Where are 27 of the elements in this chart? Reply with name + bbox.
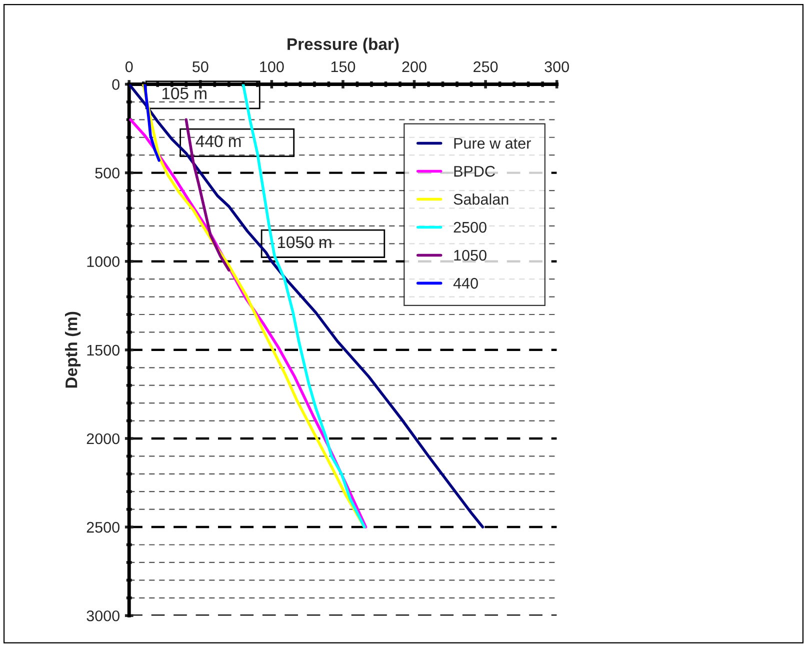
legend-label: 1050 xyxy=(454,250,486,261)
y-tick-label: 2000 xyxy=(86,433,120,444)
y-tick-label: 1000 xyxy=(87,256,120,268)
y-tick-label: 2500 xyxy=(86,522,120,533)
x-tick-label: 0 xyxy=(125,61,133,72)
x-tick-label: 250 xyxy=(474,61,498,72)
y-tick-label: 1500 xyxy=(87,344,120,356)
x-tick-label: 200 xyxy=(402,61,426,72)
x-tick-label: 300 xyxy=(544,61,569,72)
legend-label: Sabalan xyxy=(454,193,508,205)
x-tick-label: 150 xyxy=(331,61,356,72)
y-tick-label: 0 xyxy=(112,79,120,90)
x-tick-label: 50 xyxy=(192,61,208,72)
x-axis-title: Pressure (bar) xyxy=(288,38,399,54)
annotation: 105 m xyxy=(162,88,206,100)
annotation: 440 m xyxy=(196,135,241,148)
line-series xyxy=(242,84,366,528)
y-tick-label: 500 xyxy=(95,168,120,178)
y-tick-label: 3000 xyxy=(86,610,120,622)
legend-label: BPDC xyxy=(454,166,495,177)
line-series xyxy=(184,118,230,272)
y-axis-title: Depth (m) xyxy=(65,312,81,388)
legend-label: 2500 xyxy=(454,222,486,233)
legend-label: 440 xyxy=(453,278,478,289)
x-tick-label: 100 xyxy=(260,61,284,72)
line-series xyxy=(143,84,160,162)
legend-label: Pure w ater xyxy=(454,138,531,149)
